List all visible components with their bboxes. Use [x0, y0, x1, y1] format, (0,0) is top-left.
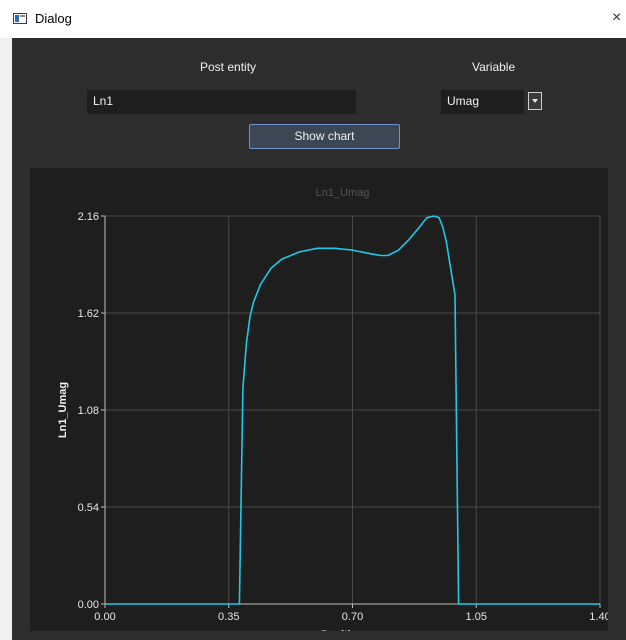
- x-tick-label: 0.00: [94, 611, 115, 623]
- y-tick-label: 0.00: [78, 599, 99, 611]
- y-axis-label: Ln1_Umag: [57, 382, 69, 438]
- y-tick-label: 2.16: [78, 211, 99, 223]
- chevron-down-icon[interactable]: [528, 92, 542, 110]
- title-bar: Dialog ×: [0, 0, 626, 38]
- x-axis-label: Position: [321, 629, 365, 631]
- x-tick-label: 1.05: [466, 611, 487, 623]
- variable-select[interactable]: Umag: [441, 90, 524, 114]
- chart-title: Ln1_Umag: [316, 187, 370, 199]
- close-icon[interactable]: ×: [612, 9, 622, 26]
- post-entity-input[interactable]: Ln1: [87, 90, 356, 114]
- post-entity-label: Post entity: [200, 60, 257, 74]
- y-tick-label: 1.08: [78, 405, 99, 417]
- series-line: [105, 215, 600, 605]
- line-chart: 0.00 0.35 0.70 1.05 1.40 0.00 0.54 1.08 1.62 2.16…: [57, 187, 611, 640]
- x-tick-label: 0.70: [342, 611, 363, 623]
- variable-select-value: Umag: [447, 94, 480, 108]
- y-tick-label: 1.62: [78, 308, 99, 320]
- dialog-body: Post entity Variable Ln1 Umag Show chart…: [12, 38, 626, 640]
- y-tick-label: 0.54: [78, 502, 99, 514]
- x-tick-label: 0.35: [218, 611, 239, 623]
- chart-panel: 0.00 0.35 0.70 1.05 1.40 0.00 0.54 1.08 1.62 2.16…: [30, 168, 611, 640]
- x-tick-label: 1.40: [589, 611, 608, 623]
- window-icon: [13, 13, 27, 24]
- window-title: Dialog: [35, 11, 72, 26]
- variable-label: Variable: [472, 60, 516, 74]
- show-chart-button[interactable]: Show chart: [249, 124, 400, 149]
